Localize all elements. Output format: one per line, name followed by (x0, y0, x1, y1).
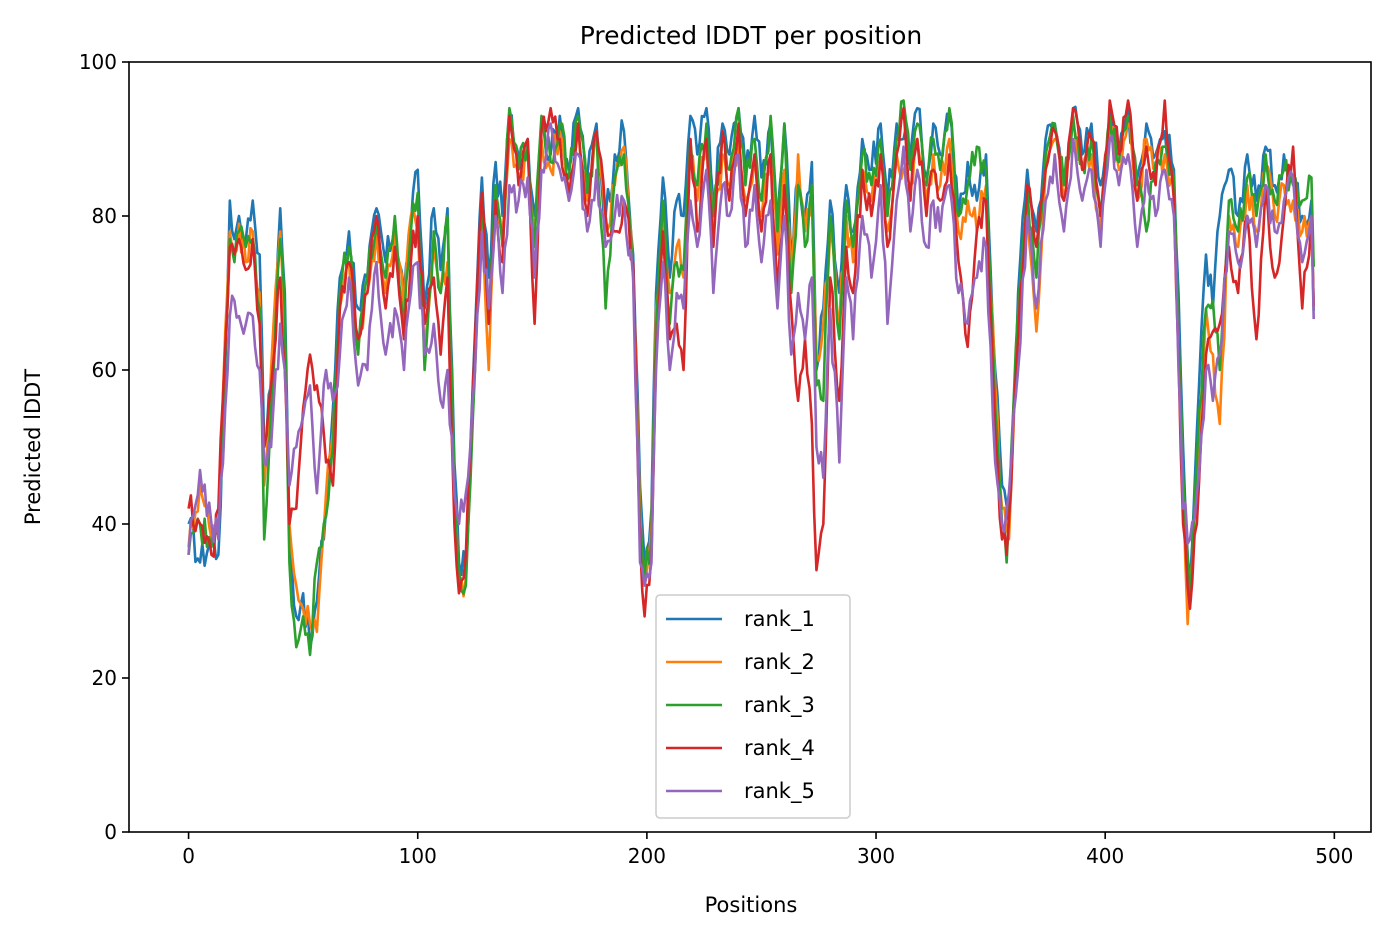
legend: rank_1 rank_2 rank_3 rank_4 rank_5 (655, 594, 851, 819)
series-layer (187, 99, 1316, 657)
x-tick-label: 100 (399, 844, 437, 868)
y-axis-label: Predicted lDDT (21, 369, 45, 525)
y-tick-label: 100 (79, 50, 117, 74)
x-axis-ticks: 0 100 200 300 400 500 (182, 832, 1353, 868)
legend-label: rank_4 (744, 736, 815, 761)
plot-frame (128, 61, 1372, 833)
x-tick-label: 300 (857, 844, 895, 868)
series-line-rank-4 (187, 99, 1316, 618)
chart-title: Predicted lDDT per position (580, 21, 922, 50)
y-tick-label: 60 (92, 358, 117, 382)
legend-label: rank_3 (744, 693, 815, 718)
x-tick-label: 0 (182, 844, 195, 868)
plot-area (128, 61, 1372, 833)
y-axis-ticks: 0 20 40 60 80 100 (79, 50, 129, 844)
x-tick-label: 400 (1086, 844, 1124, 868)
x-axis-label: Positions (705, 893, 798, 917)
legend-label: rank_1 (744, 607, 815, 632)
y-tick-label: 80 (92, 204, 117, 228)
x-tick-label: 500 (1315, 844, 1353, 868)
x-tick-label: 200 (628, 844, 666, 868)
y-tick-label: 0 (104, 820, 117, 844)
legend-box (655, 594, 851, 819)
y-tick-label: 40 (92, 512, 117, 536)
y-tick-label: 20 (92, 666, 117, 690)
legend-label: rank_2 (744, 650, 815, 675)
legend-label: rank_5 (744, 779, 815, 804)
series-line-rank-5 (187, 122, 1316, 587)
legend-items: rank_1 rank_2 rank_3 rank_4 rank_5 (666, 607, 815, 804)
